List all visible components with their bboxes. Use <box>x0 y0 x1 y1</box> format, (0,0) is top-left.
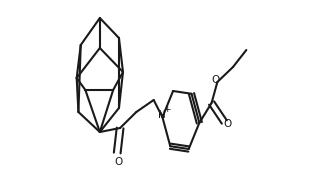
Text: O: O <box>223 119 231 129</box>
Text: O: O <box>211 75 220 85</box>
Text: +: + <box>163 105 171 114</box>
Text: N: N <box>158 110 165 120</box>
Text: O: O <box>115 157 123 167</box>
